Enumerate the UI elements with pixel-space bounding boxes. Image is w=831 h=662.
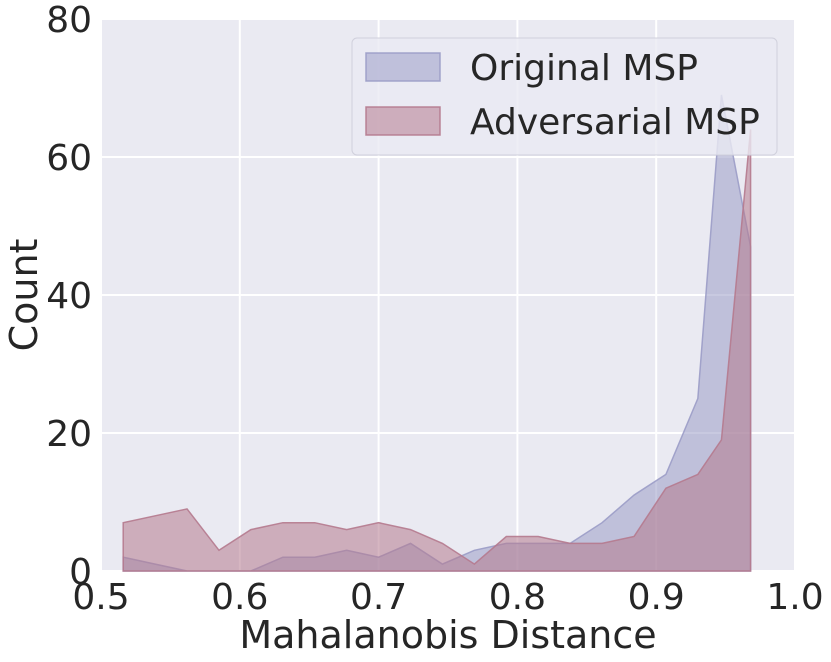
legend-swatch [365,52,441,82]
legend-label: Adversarial MSP [470,102,760,143]
areas [122,94,752,572]
legend: Original MSP Adversarial MSP [351,37,778,156]
y-tick-label: 80 [46,0,92,41]
y-axis-label: Count [2,239,46,352]
legend-box [351,37,778,156]
legend-swatch [365,106,441,136]
x-tick-label: 0.7 [350,577,407,618]
y-tick-label: 60 [46,138,92,179]
x-tick-label: 0.5 [72,577,129,618]
x-tick-label: 0.6 [211,577,268,618]
x-tick-label: 1.0 [766,577,823,618]
y-tick-label: 20 [46,414,92,455]
legend-label: Original MSP [470,48,698,89]
y-tick-label: 40 [46,276,92,317]
x-tick-labels: 0.5 0.6 0.7 0.8 0.9 1.0 [72,577,823,618]
y-tick-labels: 0 20 40 60 80 [46,0,92,593]
y-tick-label: 0 [69,552,92,593]
x-tick-label: 0.8 [489,577,546,618]
x-axis-label: Mahalanobis Distance [239,613,656,657]
area-adversarial-msp [122,129,752,572]
x-tick-label: 0.9 [628,577,685,618]
